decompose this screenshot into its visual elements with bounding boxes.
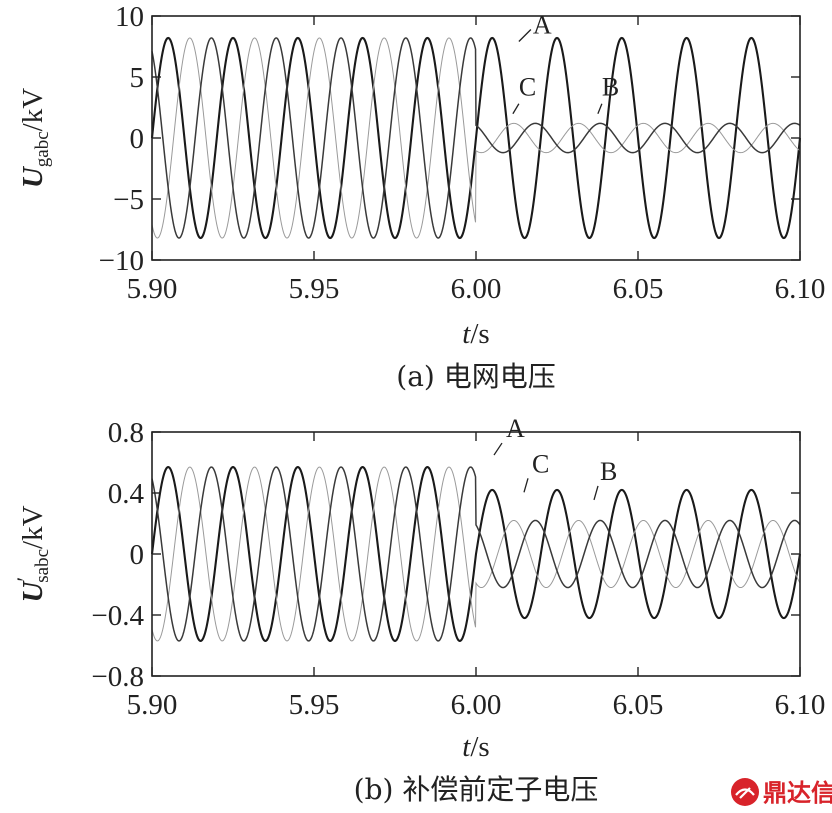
panel-grid-voltage: 5.90 5.95 6.00 6.05 6.10 10 5 0 −5 −10 A C B Ugabc/… [17, 1, 825, 393]
x-tick-label: 6.10 [775, 273, 826, 305]
y-tick-label: 0.4 [108, 478, 145, 510]
y-tick-label: 5 [130, 62, 145, 94]
phase-annotations: A C B [512, 11, 619, 115]
annotation-leader [512, 103, 520, 115]
x-tick-label: 6.05 [613, 689, 664, 721]
x-tick-label: 5.90 [127, 273, 178, 305]
y-tick-label: 0 [130, 123, 145, 155]
series-line-c [151, 37, 801, 239]
plot-lines [150, 466, 802, 642]
caption-b: (b) 补偿前定子电压 [354, 773, 599, 806]
y-tick-label: 0 [130, 539, 145, 571]
x-tick-label: 5.95 [289, 273, 340, 305]
series-line-b [151, 466, 801, 642]
annotation-b: B [602, 73, 619, 102]
y-tick-label: 10 [115, 1, 144, 33]
axis-ticks: 5.90 5.95 6.00 6.05 6.10 10 5 0 −5 −10 [99, 1, 826, 305]
y-axis-label-main: U [17, 580, 49, 603]
series-line-b [151, 37, 801, 239]
annotation-leader [523, 478, 529, 493]
y-axis-label-sub: sabc [32, 549, 53, 583]
x-axis-label: t/s [462, 731, 489, 763]
x-tick-label: 6.05 [613, 273, 664, 305]
annotation-leader [518, 29, 532, 42]
annotation-a: A [506, 414, 525, 443]
y-tick-label: −0.4 [91, 600, 144, 632]
caption-a: (a) 电网电压 [396, 360, 555, 393]
annotation-leader [597, 103, 603, 114]
watermark-text: 鼎达信 [763, 779, 832, 807]
watermark: 鼎达信 [731, 778, 832, 807]
y-axis-label: U′sabc/kV [12, 505, 53, 602]
y-tick-label: 0.8 [108, 417, 144, 449]
y-axis-label-unit: /kV [17, 88, 49, 132]
y-axis-label: Ugabc/kV [17, 88, 53, 188]
series-line-a [150, 466, 802, 642]
annotation-c: C [532, 449, 549, 478]
x-tick-label: 6.00 [451, 689, 502, 721]
annotation-leader [493, 442, 503, 456]
y-axis-label-unit: /kV [17, 505, 49, 549]
annotation-a: A [533, 11, 552, 40]
phase-annotations: AC B [493, 414, 617, 501]
x-tick-label: 6.00 [451, 273, 502, 305]
series-line-c [151, 466, 801, 642]
annotation-c: C [519, 73, 536, 102]
panel-stator-voltage: 5.90 5.95 6.00 6.05 6.100.80.40−0.4−0.8 AC B … [12, 414, 825, 806]
x-tick-label: 5.95 [289, 689, 340, 721]
y-tick-label: −0.8 [91, 661, 144, 693]
y-tick-label: −10 [99, 245, 144, 277]
plot-lines [150, 36, 802, 240]
logo-icon [731, 778, 759, 806]
y-axis-label-main: U [17, 165, 49, 188]
annotation-leader [593, 485, 599, 501]
x-tick-label: 5.90 [127, 689, 178, 721]
annotation-b: B [600, 457, 617, 486]
y-axis-label-sub: gabc [32, 131, 53, 167]
x-axis-label: t/s [462, 318, 489, 350]
y-tick-label: −5 [113, 184, 144, 216]
series-line-a [150, 36, 802, 240]
y-axis-label-prime: ′ [12, 577, 37, 582]
x-tick-label: 6.10 [775, 689, 826, 721]
axis-ticks: 5.90 5.95 6.00 6.05 6.10 0.8 0.4 0 −0.4 −0.8 [91, 417, 825, 721]
